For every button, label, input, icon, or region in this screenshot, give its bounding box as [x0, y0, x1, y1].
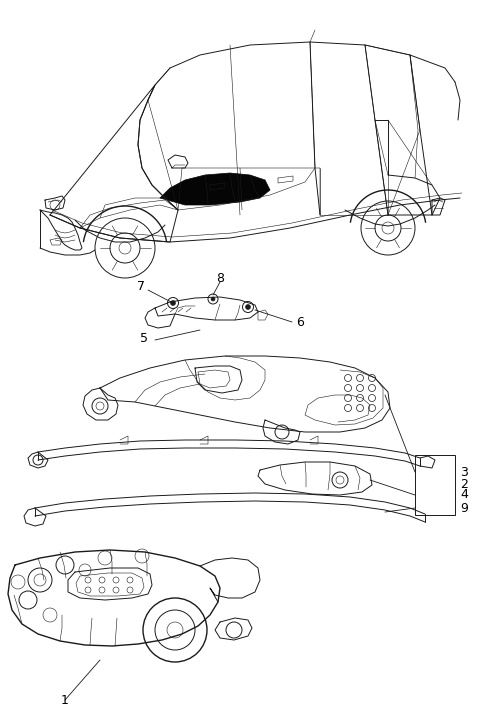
Circle shape — [98, 551, 112, 565]
Circle shape — [275, 425, 289, 439]
Circle shape — [85, 587, 91, 593]
Circle shape — [43, 608, 57, 622]
Circle shape — [369, 395, 375, 401]
Circle shape — [56, 556, 74, 574]
Circle shape — [11, 575, 25, 589]
Circle shape — [143, 598, 207, 662]
Circle shape — [170, 300, 176, 305]
Text: 1: 1 — [61, 694, 69, 707]
Circle shape — [96, 402, 104, 410]
Text: 8: 8 — [216, 273, 224, 286]
Circle shape — [95, 218, 155, 278]
Text: 5: 5 — [140, 332, 148, 345]
Circle shape — [211, 297, 215, 301]
Circle shape — [357, 374, 363, 382]
Circle shape — [119, 242, 131, 254]
Circle shape — [242, 302, 253, 313]
Text: 2: 2 — [460, 478, 468, 491]
Circle shape — [135, 549, 149, 563]
Circle shape — [113, 577, 119, 583]
Text: 4: 4 — [460, 489, 468, 502]
Polygon shape — [160, 173, 270, 205]
Circle shape — [127, 587, 133, 593]
Circle shape — [208, 294, 218, 304]
Circle shape — [369, 385, 375, 392]
Circle shape — [99, 577, 105, 583]
Circle shape — [345, 385, 351, 392]
Circle shape — [113, 587, 119, 593]
Circle shape — [357, 404, 363, 411]
Circle shape — [226, 622, 242, 638]
Circle shape — [345, 404, 351, 411]
Text: 9: 9 — [460, 502, 468, 515]
Circle shape — [155, 610, 195, 650]
Circle shape — [245, 305, 251, 310]
Circle shape — [34, 574, 46, 586]
Circle shape — [28, 568, 52, 592]
Circle shape — [85, 577, 91, 583]
Circle shape — [345, 395, 351, 401]
Circle shape — [99, 587, 105, 593]
Circle shape — [92, 398, 108, 414]
Circle shape — [345, 374, 351, 382]
Circle shape — [369, 374, 375, 382]
Circle shape — [369, 404, 375, 411]
Circle shape — [382, 222, 394, 234]
Circle shape — [127, 577, 133, 583]
Circle shape — [357, 385, 363, 392]
Text: 6: 6 — [296, 316, 304, 329]
Bar — [415, 455, 455, 515]
Circle shape — [168, 297, 179, 308]
Circle shape — [50, 200, 60, 210]
Circle shape — [361, 201, 415, 255]
Circle shape — [110, 233, 140, 263]
Circle shape — [79, 564, 91, 576]
Circle shape — [336, 476, 344, 484]
Circle shape — [375, 215, 401, 241]
Circle shape — [167, 622, 183, 638]
Text: 7: 7 — [137, 281, 145, 294]
Circle shape — [332, 472, 348, 488]
Text: 3: 3 — [460, 465, 468, 478]
Circle shape — [19, 591, 37, 609]
Circle shape — [357, 395, 363, 401]
Circle shape — [33, 455, 43, 465]
